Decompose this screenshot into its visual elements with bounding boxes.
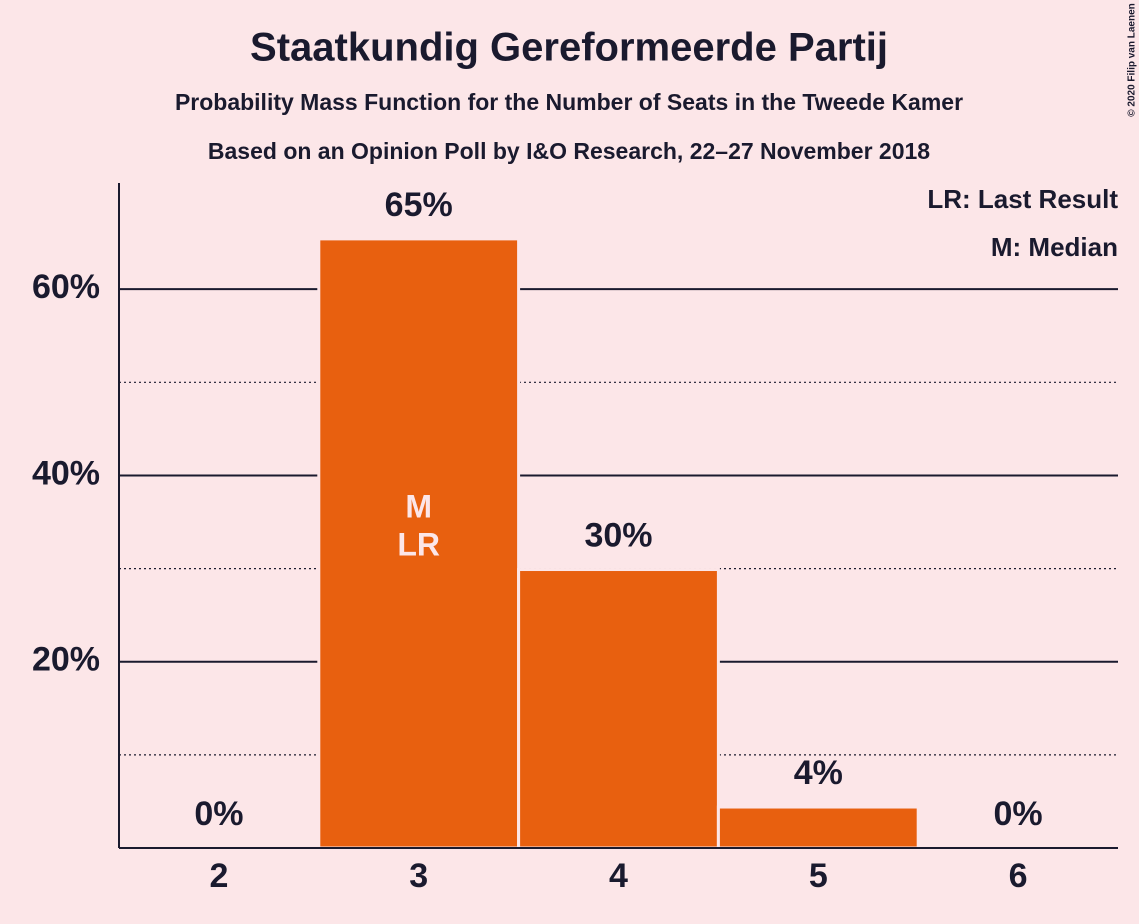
bar-annotation: LR [397, 526, 440, 562]
x-tick-label: 5 [809, 857, 828, 895]
bar [317, 237, 521, 850]
value-label: 0% [994, 795, 1043, 833]
legend-entry: LR: Last Result [927, 184, 1118, 214]
x-tick-label: 3 [409, 857, 428, 895]
x-tick-label: 2 [209, 857, 228, 895]
value-label: 0% [194, 795, 243, 833]
bar-annotation: M [405, 488, 432, 524]
legend-entry: M: Median [991, 232, 1118, 262]
chart-subtitle: Probability Mass Function for the Number… [175, 89, 963, 115]
bar [716, 805, 920, 850]
y-tick-label: 40% [32, 454, 100, 492]
value-label: 30% [584, 517, 652, 555]
x-tick-label: 6 [1009, 857, 1028, 895]
y-tick-label: 20% [32, 641, 100, 679]
credit: © 2020 Filip van Laenen [1127, 3, 1138, 117]
chart-title: Staatkundig Gereformeerde Partij [250, 26, 888, 70]
y-tick-label: 60% [32, 268, 100, 306]
x-tick-label: 4 [609, 857, 628, 895]
value-label: 65% [385, 186, 453, 224]
value-label: 4% [794, 754, 843, 792]
bar [517, 568, 720, 850]
chart-subtitle: Based on an Opinion Poll by I&O Research… [208, 138, 930, 164]
